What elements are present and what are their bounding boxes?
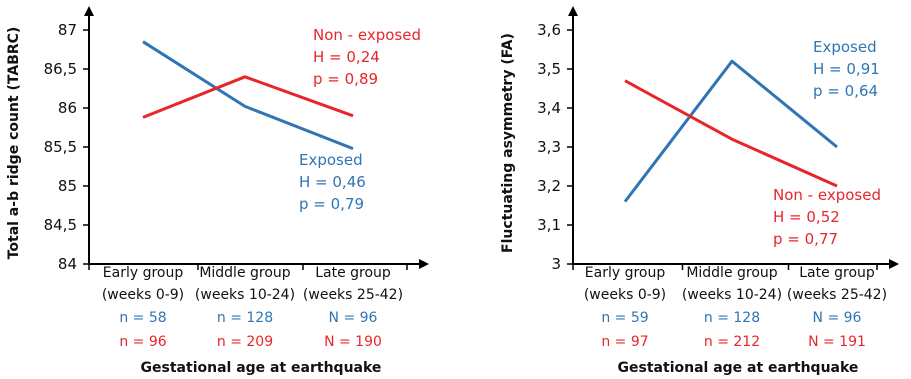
sample-size-label: n = 96 — [119, 334, 166, 350]
x-tick-label: (weeks 25-42) — [787, 287, 887, 303]
y-tick-label: 85 — [58, 177, 77, 195]
x-tick-label: Late group — [799, 265, 875, 281]
x-tick-label: (weeks 0-9) — [584, 287, 666, 303]
x-tick-label: (weeks 10-24) — [682, 287, 782, 303]
y-tick-label: 3,6 — [537, 21, 561, 39]
stat-label: H = 0,46 — [299, 173, 366, 191]
y-axis-title: Total a-b ridge count (TABRC) — [6, 27, 22, 260]
sample-size-label: N = 96 — [329, 310, 378, 326]
x-axis-title: Gestational age at earthquake — [141, 360, 382, 376]
series-line-non-exposed — [142, 75, 354, 119]
stat-label: p = 0,79 — [299, 195, 364, 213]
sample-size-label: N = 191 — [808, 334, 866, 350]
stat-label: p = 0,64 — [813, 82, 878, 100]
sample-size-label: N = 96 — [813, 310, 862, 326]
stat-label: H = 0,91 — [813, 60, 880, 78]
x-axis-arrow — [889, 259, 899, 269]
y-tick-label: 86 — [58, 99, 77, 117]
y-tick-label: 3 — [551, 255, 561, 273]
x-tick-label: (weeks 25-42) — [303, 287, 403, 303]
y-tick-label: 86,5 — [44, 60, 77, 78]
x-tick-label: (weeks 0-9) — [102, 287, 184, 303]
x-tick-label: Middle group — [686, 265, 777, 281]
chart-2: 3 3,1 3,2 3,3 3,4 3,5 3,6 Early group (weeks 0-9… — [500, 6, 899, 376]
y-tick-label: 84 — [58, 255, 77, 273]
y-axis-arrow — [568, 6, 578, 16]
y-tick-label: 84,5 — [44, 216, 77, 234]
sample-size-label: n = 59 — [601, 310, 648, 326]
sample-size-label: n = 58 — [119, 310, 166, 326]
y-tick-label: 85,5 — [44, 138, 77, 156]
x-tick-label: Early group — [585, 265, 666, 281]
x-axis-arrow — [419, 259, 429, 269]
stat-label: H = 0,52 — [773, 208, 840, 226]
series-label: Exposed — [813, 38, 877, 56]
series-label: Non - exposed — [313, 26, 421, 44]
y-axis-arrow — [84, 6, 94, 16]
series-label: Exposed — [299, 151, 363, 169]
sample-size-label: n = 212 — [704, 334, 760, 350]
sample-size-label: n = 128 — [704, 310, 760, 326]
sample-size-label: n = 209 — [217, 334, 273, 350]
y-tick-label: 3,2 — [537, 177, 561, 195]
stat-label: H = 0,24 — [313, 48, 380, 66]
series-label: Non - exposed — [773, 186, 881, 204]
y-tick-label: 3,1 — [537, 216, 561, 234]
y-tick-label: 3,5 — [537, 60, 561, 78]
y-tick-label: 3,3 — [537, 138, 561, 156]
x-axis-title: Gestational age at earthquake — [618, 360, 859, 376]
stat-label: p = 0,89 — [313, 70, 378, 88]
x-tick-label: Middle group — [199, 265, 290, 281]
y-axis-title: Fluctuating asymmetry (FA) — [500, 33, 516, 253]
x-tick-label: Late group — [315, 265, 391, 281]
series-line-non-exposed — [624, 79, 838, 188]
sample-size-label: n = 97 — [601, 334, 648, 350]
series-line-exposed — [142, 40, 354, 150]
sample-size-label: n = 128 — [217, 310, 273, 326]
sample-size-label: N = 190 — [324, 334, 382, 350]
x-tick-label: (weeks 10-24) — [195, 287, 295, 303]
x-tick-label: Early group — [103, 265, 184, 281]
chart-1: 84 84,5 85 85,5 86 86,5 87 Early group (weeks 0-… — [6, 6, 429, 376]
series-line-exposed — [623, 59, 838, 203]
stat-label: p = 0,77 — [773, 230, 838, 248]
y-tick-label: 3,4 — [537, 99, 561, 117]
y-tick-label: 87 — [58, 21, 77, 39]
